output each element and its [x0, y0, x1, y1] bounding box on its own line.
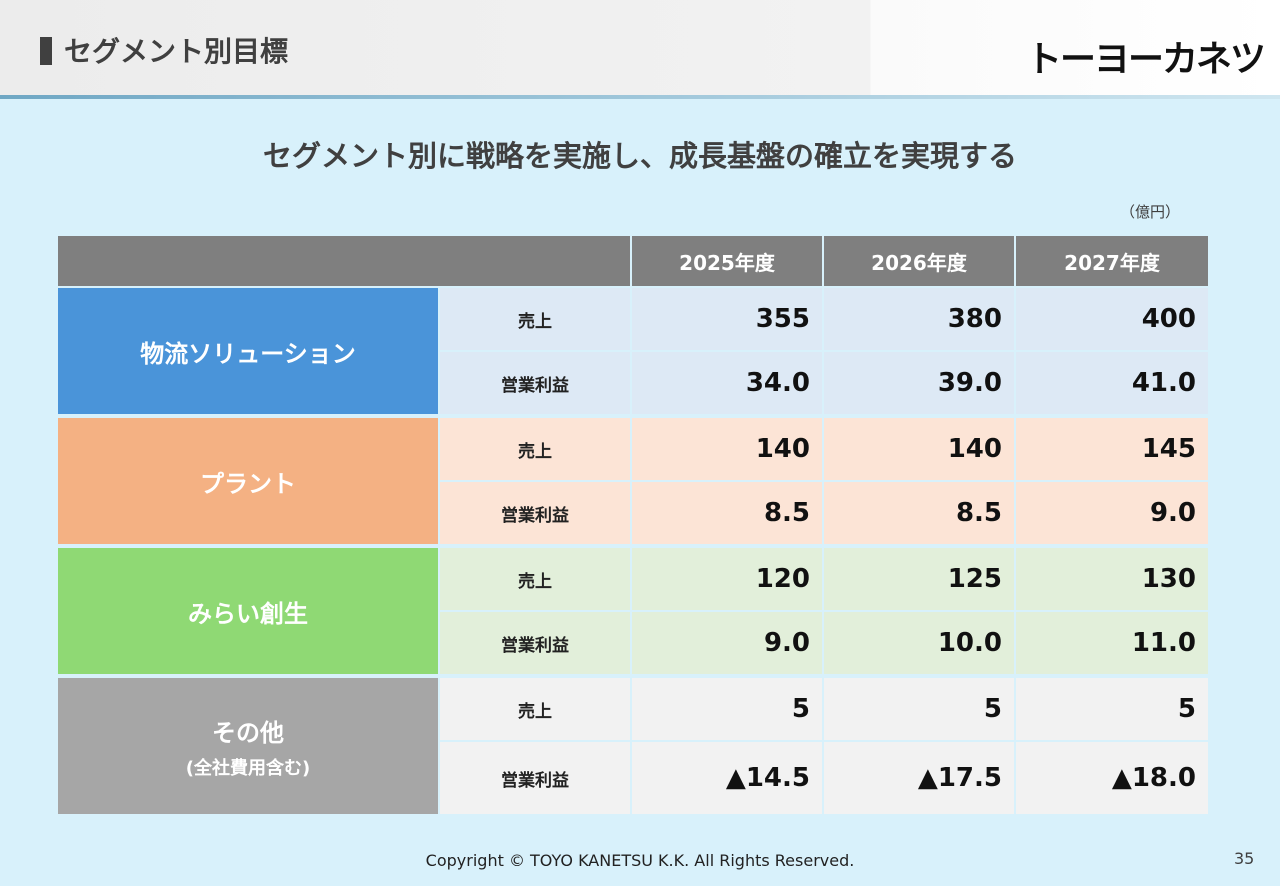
value-cell: 9.0: [1016, 482, 1208, 544]
metric-cell: 営業利益: [440, 612, 630, 674]
page-number: 35: [1234, 849, 1255, 868]
value-cell: 140: [632, 418, 822, 480]
logo: トーヨーカネツ: [1026, 39, 1266, 80]
value-cell: 39.0: [824, 352, 1014, 414]
header-cell: [58, 236, 630, 286]
metric-cell: 営業利益: [440, 482, 630, 544]
segment-name: 物流ソリューション: [140, 339, 356, 368]
value-cell: 125: [824, 548, 1014, 610]
value-cell: 130: [1016, 548, 1208, 610]
metric-cell: 売上: [440, 548, 630, 610]
copyright: Copyright © TOYO KANETSU K.K. All Rights…: [425, 851, 855, 870]
metric-cell: 営業利益: [440, 742, 630, 814]
segment-name: みらい創生: [188, 599, 308, 628]
metric-cell: 営業利益: [440, 352, 630, 414]
segment-cell: プラント: [58, 418, 438, 544]
unit: （億円）: [1120, 203, 1181, 221]
value-cell: 10.0: [824, 612, 1014, 674]
value-cell: 8.5: [824, 482, 1014, 544]
value-cell: 5: [824, 678, 1014, 740]
value-cell: 145: [1016, 418, 1208, 480]
value-cell: ▲18.0: [1016, 742, 1208, 814]
subtitle: セグメント別に戦略を実施し、成長基盤の確立を実現する: [262, 139, 1017, 173]
header-line: [0, 95, 1280, 99]
segment-note: (全社費用含む): [185, 757, 311, 779]
segment-cell: みらい創生: [58, 548, 438, 674]
value-cell: 8.5: [632, 482, 822, 544]
segment-cell: 物流ソリューション: [58, 288, 438, 414]
value-cell: 11.0: [1016, 612, 1208, 674]
value-cell: 41.0: [1016, 352, 1208, 414]
value-cell: 400: [1016, 288, 1208, 350]
value-cell: ▲17.5: [824, 742, 1014, 814]
segment-name: その他: [212, 718, 284, 747]
value-cell: 5: [632, 678, 822, 740]
value-cell: 380: [824, 288, 1014, 350]
metric-cell: 売上: [440, 288, 630, 350]
title: セグメント別目標: [40, 30, 288, 70]
segment-cell: その他 (全社費用含む): [58, 678, 438, 814]
segment-name: プラント: [200, 469, 296, 498]
value-cell: 9.0: [632, 612, 822, 674]
column-header: 2027年度: [1016, 236, 1208, 286]
value-cell: 355: [632, 288, 822, 350]
value-cell: 5: [1016, 678, 1208, 740]
value-cell: 34.0: [632, 352, 822, 414]
metric-cell: 売上: [440, 418, 630, 480]
value-cell: 120: [632, 548, 822, 610]
value-cell: ▲14.5: [632, 742, 822, 814]
column-header: 2025年度: [632, 236, 822, 286]
value-cell: 140: [824, 418, 1014, 480]
column-header: 2026年度: [824, 236, 1014, 286]
metric-cell: 売上: [440, 678, 630, 740]
